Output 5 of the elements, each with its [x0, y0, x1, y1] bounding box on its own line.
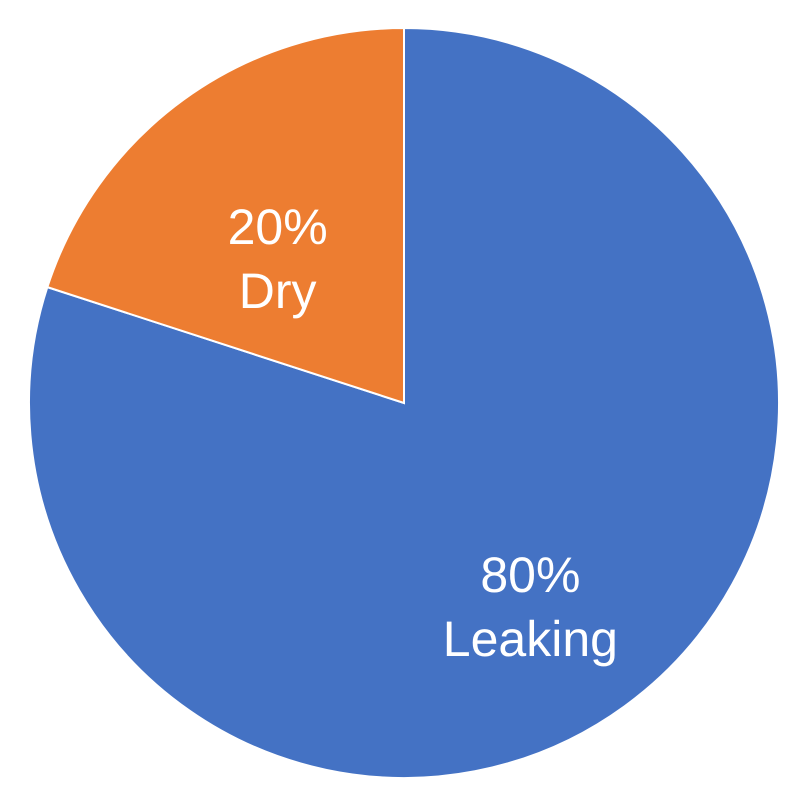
pie-slice: [28, 27, 780, 779]
data-label: 20%: [228, 199, 328, 256]
data-label: 80%: [480, 546, 580, 603]
slice-label: Dry: [238, 263, 317, 320]
slice-label: Leaking: [442, 610, 618, 667]
